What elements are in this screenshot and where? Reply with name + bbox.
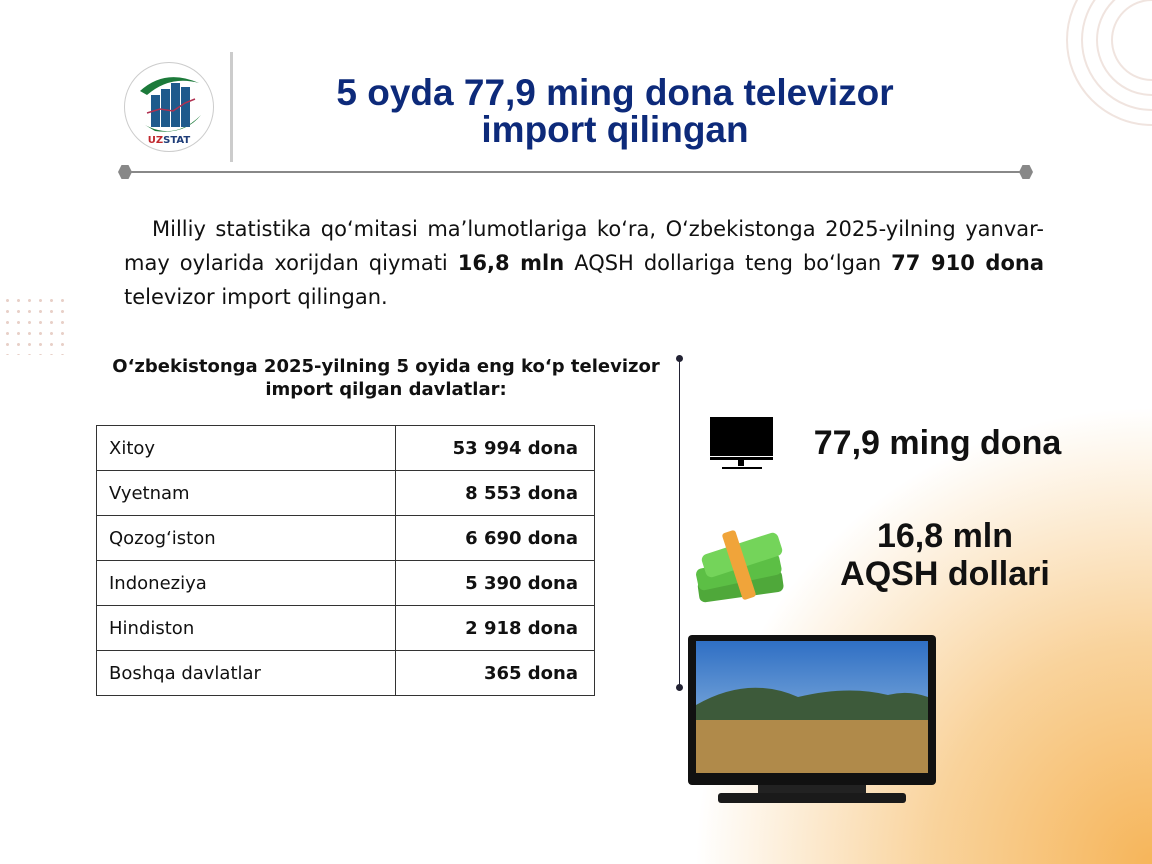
divider-dot: [676, 684, 683, 691]
value-line-1: 16,8 mln: [876, 517, 1014, 555]
monitor-icon: [710, 417, 773, 469]
intro-text: televizor import qilingan.: [124, 285, 388, 309]
country-cell: Qozog‘iston: [96, 515, 396, 561]
intro-text: AQSH dollariga teng bo‘lgan: [564, 251, 892, 275]
table-row: Boshqa davlatlar 365 dona: [96, 650, 595, 696]
decorative-arcs: [1066, 0, 1152, 126]
country-cell: Vyetnam: [96, 470, 396, 516]
country-cell: Xitoy: [96, 425, 396, 471]
table-row: Qozog‘iston 6 690 dona: [96, 515, 595, 561]
decorative-dots: [2, 295, 68, 355]
country-cell: Indoneziya: [96, 560, 396, 606]
intro-paragraph: Milliy statistika qo‘mitasi ma’lumotlari…: [124, 212, 1044, 314]
divider-dot: [676, 355, 683, 362]
intro-text: Milliy statistika qo‘mitasi ma’lumotlari…: [124, 217, 1044, 275]
television-image: [688, 635, 936, 803]
country-cell: Hindiston: [96, 605, 396, 651]
divider: [124, 171, 1028, 173]
value-cell: 365 dona: [395, 650, 595, 696]
page-title: 5 oyda 77,9 ming dona televizor import qi…: [250, 74, 980, 148]
uzstat-logo: UZSTAT: [124, 62, 214, 152]
intro-value: 16,8 mln: [457, 251, 565, 275]
svg-text:UZSTAT: UZSTAT: [148, 135, 191, 146]
intro-count: 77 910 dona: [891, 251, 1045, 275]
table-row: Vyetnam 8 553 dona: [96, 470, 595, 516]
country-cell: Boshqa davlatlar: [96, 650, 396, 696]
value-cell: 53 994 dona: [395, 425, 595, 471]
value-line-2: AQSH dollari: [840, 555, 1050, 593]
value-cell: 8 553 dona: [395, 470, 595, 516]
table-row: Xitoy 53 994 dona: [96, 425, 595, 471]
value-cell: 6 690 dona: [395, 515, 595, 561]
divider-vertical: [679, 358, 680, 688]
divider-end: [1019, 165, 1033, 179]
countries-table: Xitoy 53 994 dona Vyetnam 8 553 dona Qozog‘i…: [96, 425, 595, 696]
table-row: Indoneziya 5 390 dona: [96, 560, 595, 606]
money-stack-icon: [696, 530, 784, 603]
units-stat: 77,9 ming dona: [813, 424, 1062, 462]
title-line-2: import qilingan: [481, 109, 749, 150]
divider-end: [118, 165, 132, 179]
title-line-1: 5 oyda 77,9 ming dona televizor: [336, 72, 894, 113]
value-cell: 5 390 dona: [395, 560, 595, 606]
table-row: Hindiston 2 918 dona: [96, 605, 595, 651]
table-caption: O‘zbekistonga 2025-yilning 5 oyida eng k…: [112, 356, 660, 400]
value-stat: 16,8 mln AQSH dollari: [820, 517, 1070, 593]
divider: [230, 52, 233, 162]
value-cell: 2 918 dona: [395, 605, 595, 651]
